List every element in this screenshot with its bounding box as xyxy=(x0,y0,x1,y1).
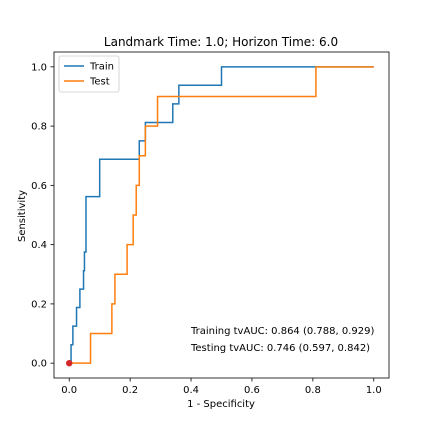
axes: 0.0 0.2 0.4 0.6 0.8 1.0 0.0 0.2 0.4 0.6 0.8 1.0 xyxy=(31,51,390,396)
chart-title: Landmark Time: 1.0; Horizon Time: 6.0 xyxy=(104,35,338,49)
origin-marker xyxy=(66,359,73,367)
x-tick-label: 0.4 xyxy=(183,385,199,396)
annotation-testing-auc: Testing tvAUC: 0.746 (0.597, 0.842) xyxy=(190,343,370,354)
series-line-test xyxy=(69,66,374,364)
x-tick-label: 0.6 xyxy=(244,385,260,396)
y-tick-label: 0.0 xyxy=(31,359,47,370)
y-tick-label: 0.6 xyxy=(31,181,47,192)
legend-box xyxy=(58,55,120,93)
y-tick-label: 0.8 xyxy=(31,122,47,133)
y-tick-label: 0.2 xyxy=(31,299,47,310)
legend: Train Test xyxy=(58,55,120,93)
y-tick-label: 0.4 xyxy=(31,240,47,251)
x-tick-label: 0.8 xyxy=(305,385,321,396)
x-tick-label: 1.0 xyxy=(366,385,382,396)
x-axis-label: 1 - Specificity xyxy=(187,399,255,410)
legend-label-train: Train xyxy=(89,62,114,73)
series-line-train xyxy=(69,66,374,364)
annotation-training-auc: Training tvAUC: 0.864 (0.788, 0.929) xyxy=(190,326,374,337)
x-tick-label: 0.0 xyxy=(61,385,77,396)
x-tick-label: 0.2 xyxy=(122,385,138,396)
legend-label-test: Test xyxy=(89,77,110,88)
plot-frame xyxy=(53,51,390,379)
y-tick-label: 1.0 xyxy=(31,62,47,73)
y-axis-label: Sensitivity xyxy=(17,190,28,242)
plot-area xyxy=(66,66,374,367)
